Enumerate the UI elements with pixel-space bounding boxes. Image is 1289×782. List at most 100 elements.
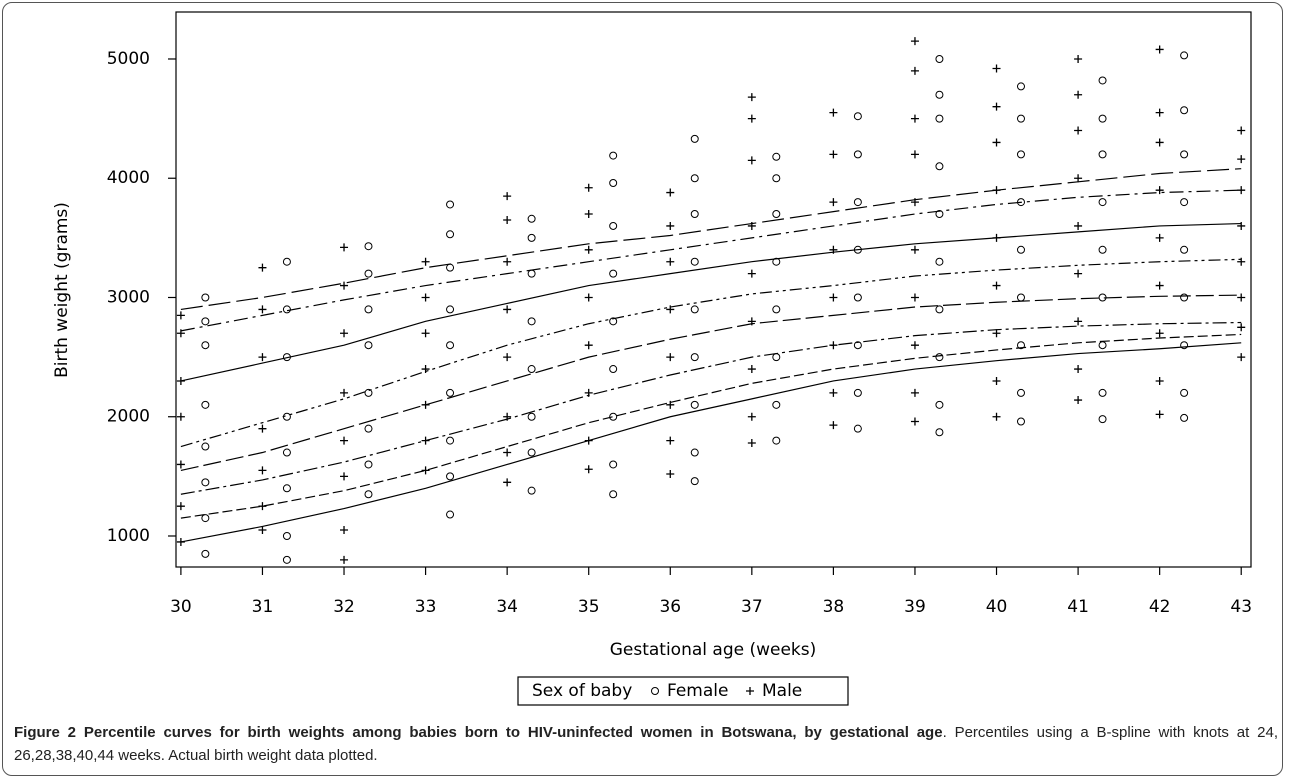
legend-marker xyxy=(746,687,754,695)
y-tick-label: 1000 xyxy=(107,526,150,546)
male-point xyxy=(910,245,919,254)
male-point xyxy=(258,502,267,511)
male-point xyxy=(1074,396,1083,405)
male-point xyxy=(992,329,1001,338)
male-point xyxy=(992,64,1001,73)
female-point xyxy=(527,486,536,495)
female-point xyxy=(446,263,455,272)
female-point xyxy=(935,305,944,314)
male-point xyxy=(1155,138,1164,147)
x-tick-label: 41 xyxy=(1067,597,1089,617)
male-point xyxy=(503,448,512,457)
male-point xyxy=(829,198,838,207)
female-point xyxy=(1180,245,1189,254)
x-axis-label: Gestational age (weeks) xyxy=(610,640,817,660)
female-point xyxy=(1016,293,1025,302)
male-point xyxy=(1074,269,1083,278)
female-point xyxy=(690,448,699,457)
male-point xyxy=(666,221,675,230)
y-tick-label: 3000 xyxy=(107,287,150,307)
female-point xyxy=(1180,198,1189,207)
female-point xyxy=(690,174,699,183)
male-point xyxy=(1237,293,1246,302)
female-point xyxy=(527,233,536,242)
male-point xyxy=(176,311,185,320)
female-point xyxy=(282,257,291,266)
male-point xyxy=(421,293,430,302)
female-point xyxy=(364,269,373,278)
female-point xyxy=(446,472,455,481)
male-point xyxy=(1237,323,1246,332)
male-point xyxy=(584,210,593,219)
female-point xyxy=(1016,417,1025,426)
male-point xyxy=(910,341,919,350)
female-point xyxy=(1180,413,1189,422)
male-point xyxy=(340,329,349,338)
male-point xyxy=(176,412,185,421)
male-point xyxy=(258,526,267,535)
x-tick-label: 42 xyxy=(1149,597,1171,617)
female-point xyxy=(609,412,618,421)
female-point xyxy=(201,317,210,326)
female-point xyxy=(201,442,210,451)
female-point xyxy=(935,114,944,123)
male-point xyxy=(1074,54,1083,63)
male-point xyxy=(421,329,430,338)
male-point xyxy=(829,388,838,397)
male-point xyxy=(584,245,593,254)
male-point xyxy=(666,353,675,362)
female-point xyxy=(527,412,536,421)
male-point xyxy=(910,198,919,207)
male-point xyxy=(258,466,267,475)
x-tick-label: 39 xyxy=(904,597,926,617)
female-point xyxy=(527,269,536,278)
female-point xyxy=(690,305,699,314)
female-point xyxy=(1016,198,1025,207)
male-point xyxy=(340,243,349,252)
percentile-curve xyxy=(180,222,1242,382)
female-point xyxy=(1098,341,1107,350)
percentile-curve xyxy=(180,168,1242,311)
male-point xyxy=(340,281,349,290)
female-point xyxy=(446,200,455,209)
female-point xyxy=(282,412,291,421)
female-point xyxy=(364,424,373,433)
female-point xyxy=(609,317,618,326)
female-point xyxy=(853,198,862,207)
female-point xyxy=(690,210,699,219)
female-point xyxy=(853,424,862,433)
x-tick-label: 37 xyxy=(741,597,763,617)
male-point xyxy=(747,365,756,374)
female-point xyxy=(1098,245,1107,254)
male-point xyxy=(747,156,756,165)
female-point xyxy=(1180,150,1189,159)
male-point xyxy=(1155,329,1164,338)
female-point xyxy=(690,477,699,486)
female-point xyxy=(690,400,699,409)
female-point xyxy=(609,221,618,230)
male-point xyxy=(258,305,267,314)
y-tick-label: 5000 xyxy=(107,49,150,69)
female-point xyxy=(772,305,781,314)
male-point xyxy=(829,293,838,302)
percentile-curve xyxy=(180,342,1242,543)
female-point xyxy=(201,514,210,523)
female-point xyxy=(1180,293,1189,302)
male-point xyxy=(829,108,838,117)
female-point xyxy=(446,510,455,519)
female-point xyxy=(935,54,944,63)
female-point xyxy=(1016,114,1025,123)
male-point xyxy=(1155,233,1164,242)
male-point xyxy=(421,365,430,374)
male-point xyxy=(503,353,512,362)
legend-box xyxy=(517,676,849,706)
female-point xyxy=(1098,388,1107,397)
female-point xyxy=(201,549,210,558)
female-point xyxy=(282,448,291,457)
x-tick-label: 43 xyxy=(1230,597,1252,617)
female-point xyxy=(364,305,373,314)
male-point xyxy=(176,537,185,546)
male-point xyxy=(258,263,267,272)
male-point xyxy=(1237,155,1246,164)
female-point xyxy=(1098,114,1107,123)
